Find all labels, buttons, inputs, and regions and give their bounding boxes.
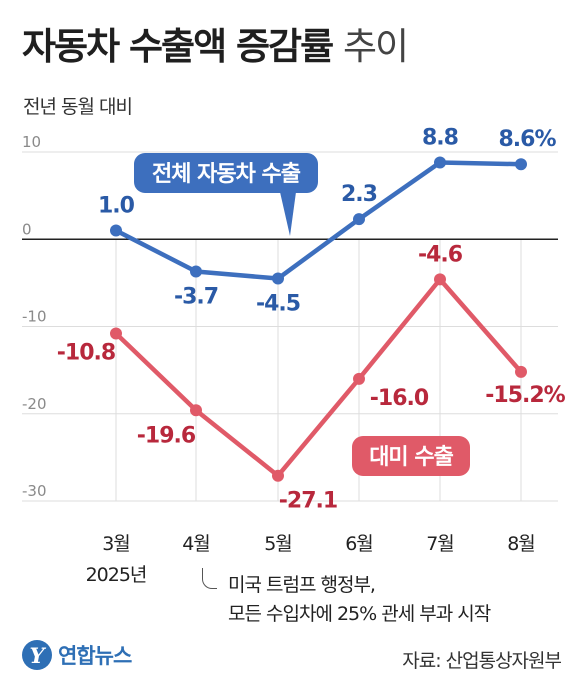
legend-badge-total-tail <box>280 192 296 236</box>
legend-badge-us: 대미 수출 <box>352 436 470 476</box>
series-line-us <box>113 277 524 478</box>
x-tick-label: 3월 <box>102 533 130 555</box>
title-main: 자동차 수출액 증감률 <box>22 25 334 68</box>
logo-text: 연합뉴스 <box>58 644 132 668</box>
annotation-line-1: 미국 트럼프 행정부, <box>228 574 376 596</box>
data-point <box>434 156 446 169</box>
y-tick-label: -20 <box>22 395 47 413</box>
annotation-bracket <box>202 568 217 589</box>
data-label: 2.3 <box>341 182 377 207</box>
x-tick-label: 4월 <box>182 533 210 555</box>
x-tick-label: 8월 <box>507 533 535 555</box>
series-line-total <box>113 160 524 281</box>
data-point <box>515 365 527 378</box>
data-label: -3.7 <box>174 285 218 310</box>
data-point <box>434 273 446 286</box>
chart-subtitle: 전년 동월 대비 <box>23 96 133 118</box>
data-label: -4.5 <box>256 292 300 317</box>
x-tick-label: 5월 <box>264 533 292 555</box>
data-label: 1.0 <box>98 194 135 219</box>
y-tick-label: 0 <box>22 220 32 238</box>
year-label: 2025년 <box>86 564 147 586</box>
legend-badge-us-box <box>352 436 470 476</box>
data-point <box>515 158 527 171</box>
data-label: -10.8 <box>57 340 115 365</box>
data-label: -4.6 <box>418 242 463 267</box>
y-tick-label: -30 <box>22 482 47 500</box>
line-chart: 10 0 -10 -20 -30 3월 4월 5월 6월 7월 8월 2025년 1.0 -3.7 -4.5… <box>22 125 567 586</box>
data-label: -27.1 <box>279 489 337 514</box>
data-point <box>353 213 365 226</box>
legend-badge-us-label: 대미 수출 <box>369 445 453 470</box>
yonhap-logo-icon: Y <box>22 640 52 670</box>
data-label: -16.0 <box>370 386 429 411</box>
x-tick-label: 7월 <box>426 533 454 555</box>
data-label: -19.6 <box>137 423 196 448</box>
x-tick-label: 6월 <box>345 533 373 555</box>
data-point <box>353 372 365 385</box>
data-label: 8.6% <box>498 127 556 152</box>
data-point <box>272 469 284 482</box>
title-light: 추이 <box>343 25 409 68</box>
source-note: 자료: 산업통상자원부 <box>402 650 562 672</box>
y-tick-label: -10 <box>22 308 47 326</box>
annotation-note: 미국 트럼프 행정부, 모든 수입차에 25% 관세 부과 시작 <box>228 571 491 629</box>
yonhap-logo: Y 연합뉴스 <box>22 640 132 670</box>
data-point <box>110 224 122 237</box>
annotation-line-2: 모든 수입차에 25% 관세 부과 시작 <box>228 603 491 625</box>
legend-badge-total-label: 전체 자동차 수출 <box>152 162 301 187</box>
legend-badge-total: 전체 자동차 수출 <box>134 153 318 236</box>
data-point <box>272 272 284 285</box>
data-point <box>110 327 122 340</box>
y-tick-label: 10 <box>22 133 41 151</box>
page-title: 자동차 수출액 증감률 추이 <box>22 16 409 70</box>
data-label: -15.2% <box>485 383 565 408</box>
legend-badge-total-box <box>134 153 318 193</box>
data-label: 8.8 <box>422 125 458 150</box>
data-point <box>190 265 202 278</box>
data-point <box>190 404 202 417</box>
